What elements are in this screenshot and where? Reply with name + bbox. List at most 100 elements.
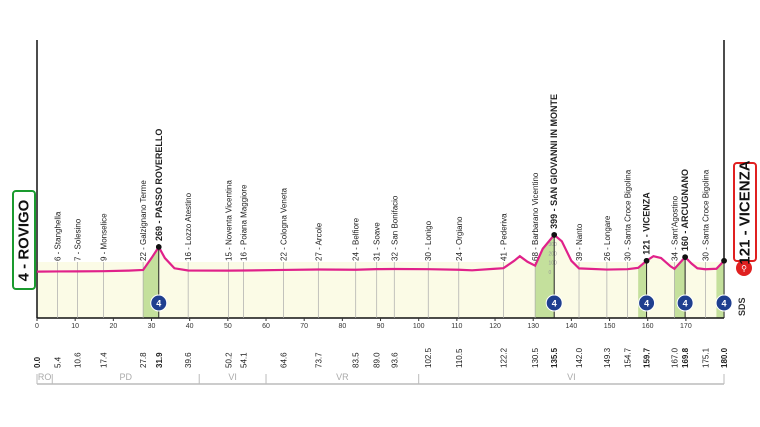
x-tick-label: 10 bbox=[71, 323, 79, 330]
province-label: VR bbox=[336, 372, 349, 382]
waypoint-label: 30 - Santa Croce Bigolina bbox=[623, 169, 632, 261]
x-tick-label: 110 bbox=[451, 323, 462, 330]
waypoint-label: 15 - Noventa Vicentina bbox=[225, 180, 234, 261]
x-tick-label: 70 bbox=[300, 323, 308, 330]
waypoint-label: 27 - Arcole bbox=[314, 222, 323, 261]
kom-category: 4 bbox=[156, 299, 161, 309]
kom-dot bbox=[643, 257, 650, 264]
finish-label: 121 - VICENZA bbox=[736, 159, 754, 265]
waypoint-label: 121 - VICENZA bbox=[642, 192, 652, 255]
kom-icon bbox=[150, 294, 168, 312]
km-label: 0.0 bbox=[33, 356, 42, 368]
x-tick-label: 90 bbox=[377, 323, 385, 330]
km-label: 39.6 bbox=[184, 352, 193, 368]
km-label: 54.1 bbox=[239, 352, 248, 368]
x-tick-label: 170 bbox=[680, 323, 692, 330]
sprint-label: SDS bbox=[737, 297, 747, 316]
kom-category: 4 bbox=[722, 299, 727, 309]
waypoint-label: 22 - Galzignano Terme bbox=[139, 180, 148, 261]
km-label: 110.5 bbox=[455, 348, 464, 368]
waypoint-label: 30 - Lonigo bbox=[424, 220, 433, 261]
kom-dot bbox=[551, 232, 558, 238]
waypoint-label: 7 - Solesino bbox=[73, 218, 82, 261]
km-label: 73.7 bbox=[314, 352, 323, 368]
start-label: 4 - ROVIGO bbox=[15, 199, 33, 281]
start-badge: 4 - ROVIGO bbox=[12, 190, 36, 290]
x-tick-label: 0 bbox=[35, 323, 39, 330]
altitude-tick: 100 bbox=[548, 261, 557, 267]
x-tick-label: 130 bbox=[527, 323, 539, 330]
waypoint-label: 39 - Nanto bbox=[575, 223, 584, 261]
kom-category: 4 bbox=[683, 299, 688, 309]
km-label: 169.8 bbox=[681, 347, 690, 368]
kom-icon bbox=[545, 294, 563, 312]
km-label: 102.5 bbox=[424, 347, 433, 368]
km-label: 5.4 bbox=[54, 356, 63, 368]
altitude-tick: 0 bbox=[548, 270, 551, 276]
province-label: RO bbox=[38, 372, 52, 382]
province-label: VI bbox=[228, 372, 237, 382]
waypoint-label: 68 - Barbarano Vicentino bbox=[531, 172, 540, 261]
km-label: 83.5 bbox=[352, 352, 361, 368]
x-tick-label: 140 bbox=[566, 323, 578, 330]
waypoint-label: 16 - Poiana Maggiore bbox=[239, 184, 248, 261]
km-label: 159.7 bbox=[643, 347, 652, 368]
x-tick-label: 100 bbox=[413, 323, 425, 330]
waypoint-label: 16 - Lozzo Atestino bbox=[184, 192, 193, 261]
waypoint-label: 22 - Cologna Veneta bbox=[280, 188, 289, 261]
x-tick-label: 40 bbox=[186, 323, 194, 330]
kom-dot bbox=[721, 257, 727, 264]
waypoint-label: 31 - Soave bbox=[373, 222, 382, 261]
waypoint-label: 24 - Orgiano bbox=[455, 216, 464, 261]
waypoint-label: 24 - Belfiore bbox=[352, 217, 361, 261]
profile-line bbox=[36, 233, 725, 273]
km-label: 135.5 bbox=[550, 347, 559, 368]
x-tick-label: 50 bbox=[224, 323, 232, 330]
x-tick-label: 20 bbox=[109, 323, 117, 330]
waypoint-label: 32 - San Bonifacio bbox=[390, 195, 399, 261]
waypoint-label: 41 - Pederiva bbox=[499, 213, 508, 261]
km-label: 89.0 bbox=[373, 352, 382, 368]
kom-dot bbox=[155, 244, 162, 250]
km-label: 122.2 bbox=[499, 347, 508, 368]
km-label: 31.9 bbox=[155, 352, 164, 368]
km-label: 130.5 bbox=[531, 347, 540, 368]
kom-icon bbox=[638, 294, 656, 312]
waypoint-label: 30 - Santa Croce Bigolina bbox=[701, 169, 710, 261]
kom-category: 4 bbox=[644, 299, 649, 309]
km-label: 167.0 bbox=[670, 347, 679, 368]
bike-icon bbox=[736, 260, 752, 276]
waypoint-label: 26 - Longare bbox=[603, 215, 612, 261]
kom-dot bbox=[682, 254, 688, 260]
km-label: 175.1 bbox=[701, 347, 710, 368]
x-tick-label: 30 bbox=[148, 323, 156, 330]
kom-icon bbox=[676, 294, 694, 312]
km-label: 27.8 bbox=[139, 352, 148, 368]
kom-icon bbox=[715, 294, 733, 312]
km-label: 180.0 bbox=[720, 347, 729, 368]
province-label: VI bbox=[567, 372, 576, 382]
x-tick-label: 150 bbox=[604, 323, 616, 330]
waypoint-label: 34 - Sant'Agostino bbox=[670, 195, 679, 261]
waypoint-label: 269 - PASSO ROVERELLO bbox=[154, 129, 164, 241]
x-tick-label: 120 bbox=[489, 323, 501, 330]
bike-glyph: ⚲ bbox=[741, 264, 747, 273]
finish-badge: 121 - VICENZA bbox=[733, 159, 757, 265]
waypoint-label: 6 - Stanghella bbox=[54, 211, 63, 261]
km-label: 50.2 bbox=[225, 352, 234, 368]
altitude-tick: 200 bbox=[548, 251, 557, 257]
waypoint-label: 399 - SAN GIOVANNI IN MONTE bbox=[549, 94, 559, 229]
kom-category: 4 bbox=[552, 299, 557, 309]
km-label: 154.7 bbox=[623, 347, 632, 368]
x-tick-label: 80 bbox=[338, 323, 346, 330]
x-tick-label: 60 bbox=[262, 323, 270, 330]
waypoint-label: 160 - ARCUGNANO bbox=[680, 169, 690, 251]
waypoint-label: 9 - Monselice bbox=[99, 213, 108, 261]
x-tick-label: 160 bbox=[642, 323, 654, 330]
km-label: 149.3 bbox=[603, 347, 612, 368]
km-label: 10.6 bbox=[73, 352, 82, 368]
province-label: PD bbox=[119, 372, 132, 382]
km-label: 93.6 bbox=[390, 352, 399, 368]
